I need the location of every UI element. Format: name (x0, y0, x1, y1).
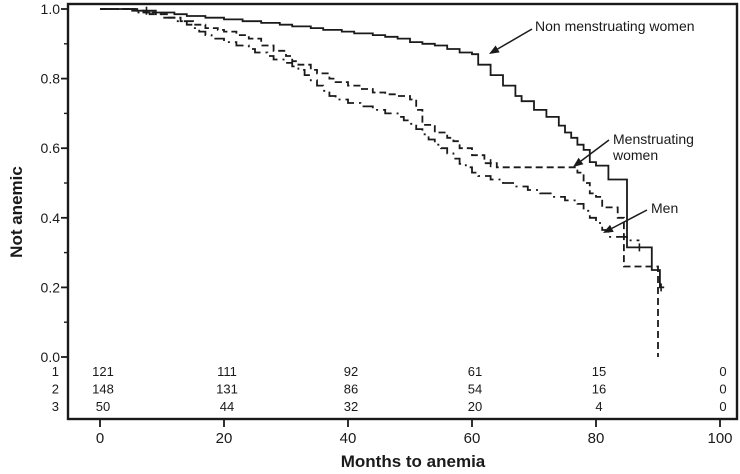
at-risk-count: 32 (344, 399, 358, 414)
annotation-menstruating-women: Menstruating women (613, 131, 694, 163)
curve-menstruating-women (100, 8, 659, 357)
annotation-non-menstruating-women-label: Non menstruating women (535, 18, 695, 34)
y-tick-label: 0.0 (41, 349, 61, 365)
at-risk-count: 148 (92, 382, 114, 397)
at-risk-row-label: 3 (52, 399, 59, 414)
curve-men (100, 8, 640, 242)
annotation-arrow-line (497, 28, 533, 50)
at-risk-count: 111 (217, 364, 237, 379)
x-tick-label: 0 (96, 430, 104, 447)
annotation-arrowhead (603, 224, 614, 233)
at-risk-count: 0 (719, 382, 726, 397)
y-tick-label: 0.4 (41, 210, 61, 226)
at-risk-count: 15 (592, 364, 606, 379)
annotation-men: Men (651, 200, 679, 217)
at-risk-count: 86 (344, 382, 358, 397)
x-tick-label: 60 (464, 430, 481, 447)
y-axis-title: Not anemic (7, 166, 26, 258)
x-axis-title: Months to anemia (340, 452, 486, 471)
y-tick-label: 1.0 (41, 1, 61, 17)
at-risk-row-label: 1 (52, 364, 59, 379)
annotation-arrow-line (580, 139, 610, 162)
y-tick-label: 0.2 (41, 279, 61, 295)
at-risk-count: 4 (595, 399, 602, 414)
x-tick-label: 100 (707, 430, 732, 447)
annotation-arrowhead (489, 45, 500, 54)
annotation-arrowhead (573, 157, 584, 167)
annotation-menstruating-women-label-line2: women (613, 146, 659, 163)
at-risk-count: 50 (96, 399, 110, 414)
at-risk-count: 20 (468, 399, 482, 414)
at-risk-count: 0 (719, 364, 726, 379)
annotation-arrow-line (611, 209, 648, 230)
annotation-men-label: Men (651, 200, 679, 216)
y-tick-label: 0.8 (41, 71, 61, 87)
annotation-menstruating-women-label-line1: Menstruating (613, 131, 694, 147)
curve-non-menstruating-women (100, 8, 665, 289)
at-risk-count: 61 (468, 364, 482, 379)
at-risk-count: 131 (216, 382, 238, 397)
at-risk-count: 16 (592, 382, 606, 397)
x-tick-label: 80 (588, 430, 605, 447)
at-risk-count: 121 (92, 364, 114, 379)
x-tick-label: 20 (216, 430, 233, 447)
at-risk-row-label: 2 (52, 382, 59, 397)
at-risk-count: 92 (344, 364, 358, 379)
y-tick-label: 0.6 (41, 140, 61, 156)
plot-frame (66, 2, 739, 421)
x-tick-label: 40 (340, 430, 357, 447)
at-risk-count: 0 (719, 399, 726, 414)
annotation-non-menstruating-women: Non menstruating women (535, 18, 695, 35)
at-risk-count: 44 (220, 399, 234, 414)
at-risk-count: 54 (468, 382, 482, 397)
